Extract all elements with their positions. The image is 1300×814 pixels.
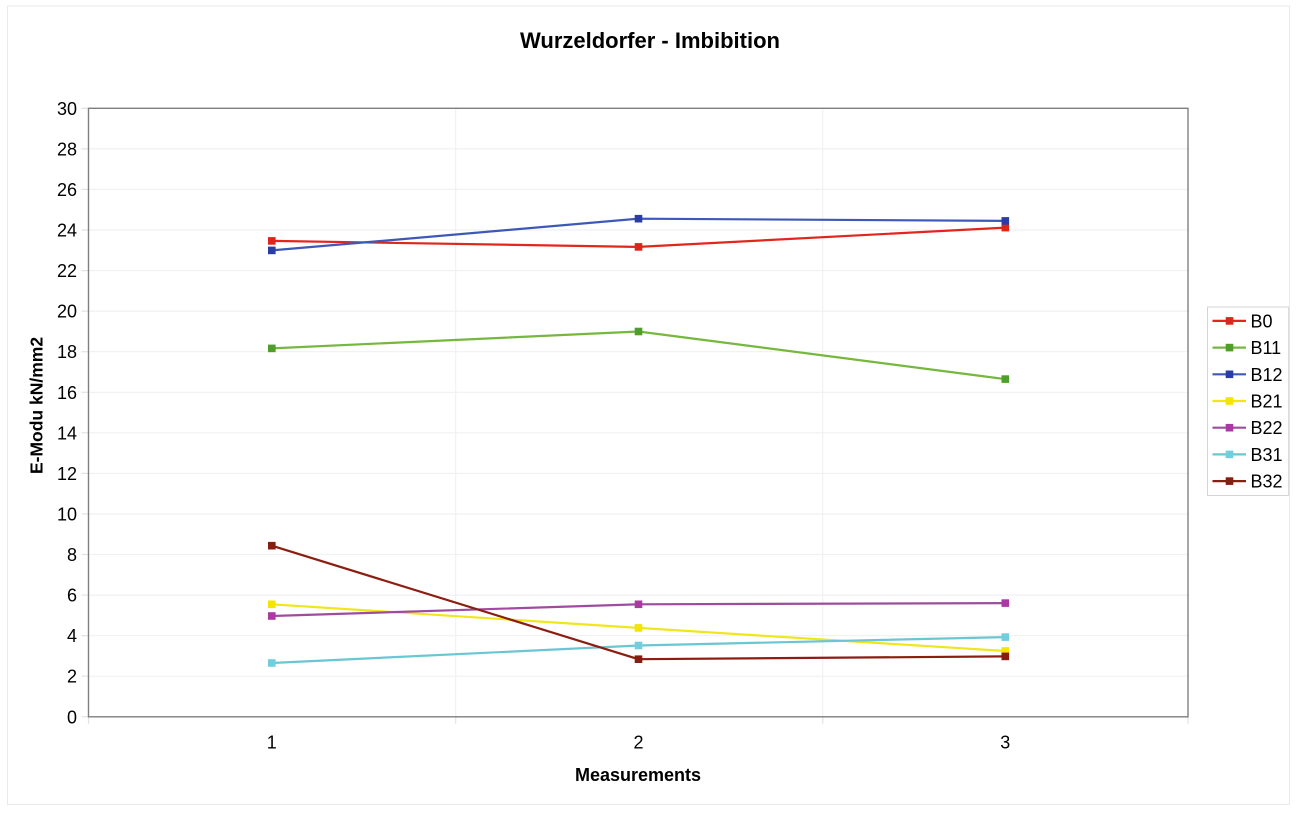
svg-text:0: 0 [67, 707, 77, 727]
svg-text:26: 26 [57, 180, 77, 200]
svg-text:4: 4 [67, 626, 77, 646]
svg-text:B11: B11 [1251, 338, 1282, 358]
svg-text:B21: B21 [1251, 392, 1283, 412]
svg-text:2: 2 [67, 667, 77, 687]
svg-text:Measurements: Measurements [575, 765, 701, 785]
svg-text:18: 18 [57, 342, 77, 362]
svg-text:B22: B22 [1251, 418, 1283, 438]
svg-text:22: 22 [57, 261, 77, 281]
svg-text:E-Modu kN/mm2: E-Modu kN/mm2 [27, 337, 47, 474]
svg-text:28: 28 [57, 139, 77, 159]
svg-text:10: 10 [57, 505, 77, 525]
svg-text:16: 16 [57, 383, 77, 403]
svg-text:B0: B0 [1251, 311, 1273, 331]
svg-text:12: 12 [57, 464, 77, 484]
svg-text:20: 20 [57, 302, 77, 322]
svg-text:B32: B32 [1251, 472, 1283, 492]
svg-text:2: 2 [633, 733, 643, 753]
svg-text:24: 24 [57, 221, 77, 241]
svg-text:1: 1 [267, 733, 277, 753]
svg-text:B12: B12 [1251, 365, 1283, 385]
svg-text:Wurzeldorfer - Imbibition: Wurzeldorfer - Imbibition [520, 28, 780, 53]
svg-text:30: 30 [57, 99, 77, 119]
svg-text:14: 14 [57, 423, 77, 443]
svg-text:8: 8 [67, 545, 77, 565]
svg-text:B31: B31 [1251, 445, 1283, 465]
svg-text:3: 3 [1000, 733, 1010, 753]
svg-text:6: 6 [67, 586, 77, 606]
